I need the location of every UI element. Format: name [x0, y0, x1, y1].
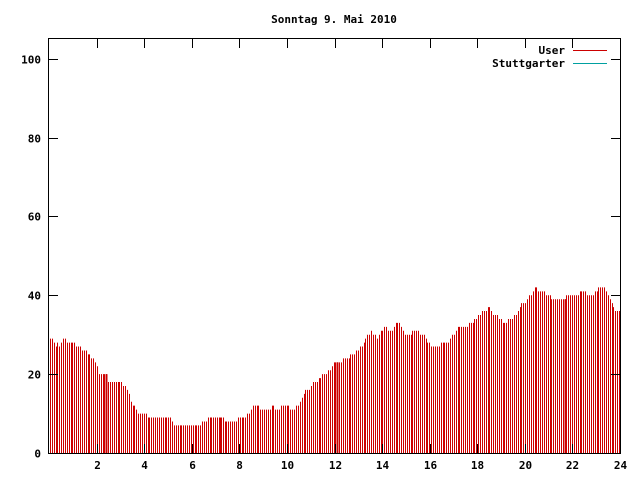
x-tick-label: 8 — [236, 459, 243, 472]
x-tick-label: 18 — [471, 459, 484, 472]
y-tick-label: 40 — [28, 290, 41, 303]
y-tick-label: 60 — [28, 211, 41, 224]
x-tick-label: 20 — [519, 459, 532, 472]
x-tick-label: 2 — [94, 459, 101, 472]
y-tick-label: 0 — [34, 448, 41, 461]
y-tick-label: 80 — [28, 133, 41, 146]
bars-layer — [50, 287, 620, 453]
x-tick-label: 12 — [329, 459, 342, 472]
y-tick-label: 100 — [21, 54, 41, 67]
x-tick-label: 16 — [424, 459, 438, 472]
plot-frame — [48, 38, 621, 454]
x-tick-label: 6 — [189, 459, 196, 472]
x-tick-label: 24 — [614, 459, 628, 472]
x-axis: 2 4 6 8 10 12 14 16 18 20 22 24 — [94, 39, 627, 472]
x-tick-label: 10 — [281, 459, 294, 472]
x-tick-label: 4 — [141, 459, 148, 472]
y-tick-label: 20 — [28, 369, 41, 382]
x-tick-label: 22 — [566, 459, 579, 472]
legend-label: User — [539, 44, 566, 57]
x-tick-label: 14 — [376, 459, 390, 472]
legend-label: Stuttgarter — [492, 57, 565, 70]
y-axis: 0 20 40 60 80 100 — [21, 54, 620, 461]
chart-title: Sonntag 9. Mai 2010 — [271, 13, 397, 26]
